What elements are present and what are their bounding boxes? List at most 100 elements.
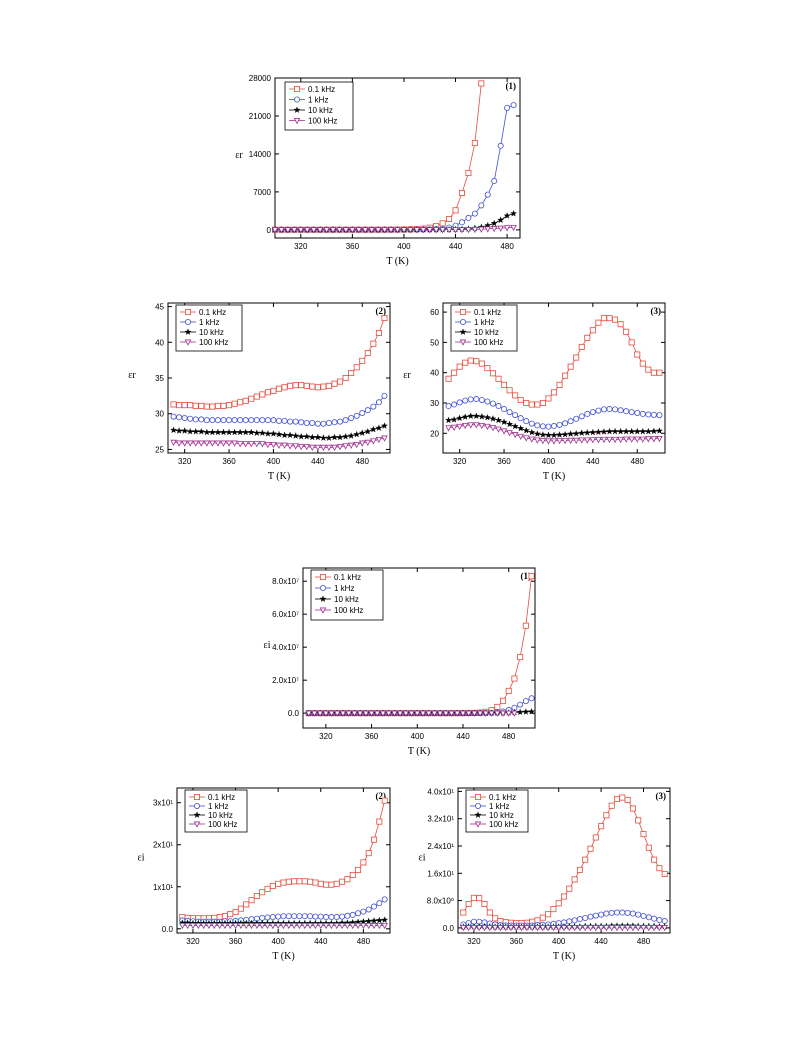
data-point [214, 440, 222, 447]
legend-swatch-marker [294, 96, 301, 103]
data-point [259, 889, 266, 896]
plot-frame [176, 787, 391, 934]
data-point [459, 710, 467, 717]
data-point [545, 423, 552, 430]
data-point [264, 914, 271, 921]
data-point [490, 219, 498, 227]
data-point [347, 442, 355, 449]
data-point [381, 916, 389, 923]
data-point [375, 424, 383, 431]
data-point [517, 701, 524, 708]
data-point [214, 417, 221, 424]
data-point [181, 402, 188, 409]
data-point [452, 207, 459, 214]
data-point [221, 913, 228, 920]
data-point [528, 925, 536, 932]
chart-er-panel-1: 320 360 400 440 480 0 7000 14000 21000 28000 T (K)… [230, 70, 530, 280]
data-point [467, 422, 475, 429]
data-point [278, 227, 285, 234]
data-point [400, 227, 408, 234]
data-point [274, 922, 282, 930]
y-axis-title: εi [419, 853, 426, 864]
data-point [651, 856, 658, 863]
data-point [523, 400, 530, 407]
data-point [478, 226, 485, 233]
data-point [600, 436, 608, 444]
data-point [539, 423, 546, 430]
data-point [471, 710, 478, 717]
data-point [253, 393, 260, 400]
data-point [381, 896, 388, 903]
data-point [306, 922, 314, 930]
x-tick-label: 400 [397, 242, 411, 251]
data-point [362, 710, 370, 717]
data-point [296, 922, 303, 930]
data-point [374, 227, 382, 234]
data-point [517, 415, 524, 422]
series-1 [170, 392, 388, 427]
data-point [492, 915, 499, 922]
data-point [503, 212, 511, 219]
data-point [571, 876, 578, 883]
legend-swatch-marker [319, 595, 327, 602]
data-point [414, 710, 421, 717]
data-point [640, 831, 647, 838]
data-point [270, 387, 277, 394]
data-point [232, 922, 239, 930]
x-tick-label: 440 [314, 937, 328, 946]
data-point [512, 412, 519, 419]
x-tick-label: 440 [311, 457, 325, 466]
data-point [360, 922, 367, 930]
data-point [445, 425, 452, 432]
data-point [481, 901, 488, 908]
data-point [611, 436, 619, 444]
data-point [584, 437, 591, 444]
y-axis-title: εi [138, 853, 145, 864]
data-point [545, 438, 552, 445]
data-point [460, 909, 467, 916]
series-3 [170, 435, 388, 452]
data-point [462, 359, 469, 366]
data-point [645, 366, 652, 373]
data-point [220, 428, 227, 436]
legend-label: 0.1 kHz [199, 308, 226, 317]
data-point [550, 423, 557, 430]
data-point [342, 227, 350, 234]
data-point [292, 382, 299, 389]
data-point [550, 906, 557, 913]
data-point [499, 710, 507, 717]
data-point [371, 903, 378, 910]
data-point [181, 427, 189, 434]
data-point [528, 420, 535, 427]
data-point [287, 382, 294, 389]
legend-swatch-marker [184, 328, 192, 335]
data-point [253, 417, 260, 424]
data-point [436, 710, 444, 717]
data-point [298, 382, 305, 389]
data-point [511, 432, 519, 439]
data-point [413, 227, 421, 234]
chart-er-panel-3: 320 360 400 440 480 20 30 40 50 60 T (K) εr (3) 0.1 k… [403, 295, 675, 495]
data-point [356, 710, 364, 717]
y-tick-label: 14000 [249, 150, 272, 159]
series-3 [445, 422, 663, 445]
chart-ei-panel-1-svg: 320 360 400 440 480 0.0 2.0x10⁷ 4.0x10⁷ 6.0x10⁷ 8… [264, 567, 536, 757]
data-point [296, 913, 303, 920]
data-point [475, 925, 483, 932]
x-tick-label: 400 [271, 937, 285, 946]
data-point [248, 922, 255, 930]
data-point [305, 710, 312, 717]
data-point [534, 422, 541, 429]
data-point [465, 710, 472, 717]
data-point [517, 433, 524, 441]
data-point [439, 220, 446, 227]
legend-label: 1 kHz [208, 802, 228, 811]
data-point [285, 913, 292, 920]
legend-swatch-marker [460, 308, 467, 315]
data-point [645, 436, 652, 443]
data-point [456, 363, 463, 370]
data-point [461, 413, 469, 420]
data-point [323, 881, 330, 888]
data-point [432, 227, 440, 234]
data-point [576, 916, 583, 923]
